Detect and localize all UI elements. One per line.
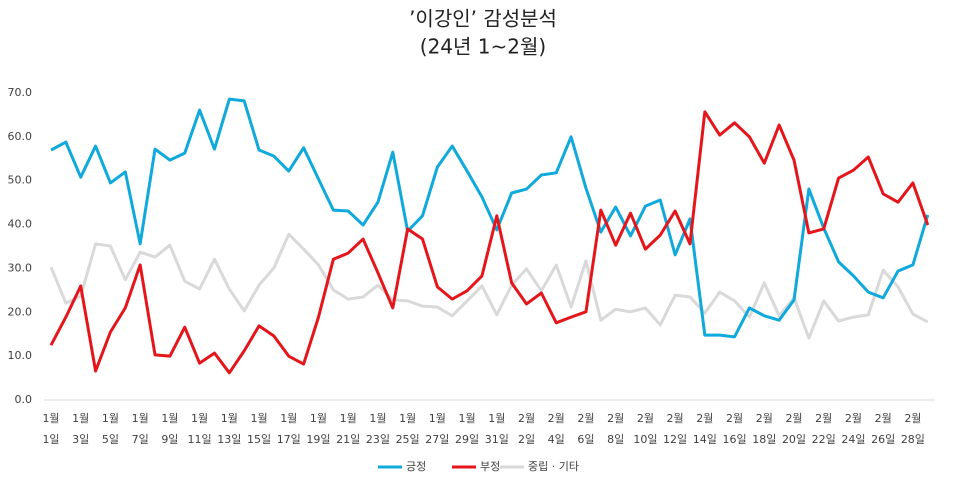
x-tick-label: 1월 21일 bbox=[336, 412, 361, 446]
x-tick-label: 1월 23일 bbox=[365, 412, 390, 446]
x-tick-label: 1월 5일 bbox=[101, 412, 119, 446]
x-tick-label: 2월 28일 bbox=[900, 412, 925, 446]
y-tick-label: 60.0 bbox=[8, 130, 33, 143]
x-tick-label: 1월 3일 bbox=[72, 412, 90, 446]
legend-label: 긍정 bbox=[406, 460, 426, 473]
x-tick-label: 1월 19일 bbox=[306, 412, 331, 446]
x-tick-label: 2월 22일 bbox=[811, 412, 836, 446]
x-tick-label: 1월 25일 bbox=[395, 412, 420, 446]
y-tick-label: 50.0 bbox=[8, 174, 33, 187]
x-tick-label: 2월 14일 bbox=[692, 412, 717, 446]
chart-title: ’이강인’ 감성분석 bbox=[409, 7, 557, 31]
series-line bbox=[50, 97, 930, 339]
x-tick-label: 2월 26일 bbox=[871, 412, 896, 446]
x-tick-label: 2월 6일 bbox=[577, 412, 595, 446]
x-tick-label: 2월 24일 bbox=[841, 412, 866, 446]
x-tick-label: 1월 15일 bbox=[246, 412, 272, 446]
x-tick-label: 1월 31일 bbox=[484, 412, 509, 446]
legend-label: 부정 bbox=[480, 460, 500, 473]
y-tick-label: 10.0 bbox=[8, 349, 33, 362]
x-tick-label: 1월 29일 bbox=[455, 412, 480, 446]
x-tick-label: 1월 7일 bbox=[131, 412, 149, 446]
x-tick-label: 2월 10일 bbox=[633, 412, 658, 446]
series-line bbox=[49, 110, 930, 375]
x-tick-label: 1월 9일 bbox=[161, 412, 179, 446]
x-tick-label: 1월 11일 bbox=[187, 412, 212, 446]
x-tick-label: 1월 13일 bbox=[217, 412, 242, 446]
series-line bbox=[49, 232, 929, 340]
y-tick-label: 30.0 bbox=[8, 261, 33, 274]
x-tick-label: 1월 27일 bbox=[425, 412, 450, 446]
x-tick-label: 2월 4일 bbox=[547, 412, 565, 446]
x-tick-label: 1월 17일 bbox=[276, 412, 301, 446]
x-tick-label: 2월 12일 bbox=[663, 412, 688, 446]
x-tick-label: 2월 18일 bbox=[752, 412, 777, 446]
y-tick-label: 40.0 bbox=[8, 218, 33, 231]
y-tick-label: 70.0 bbox=[8, 86, 33, 99]
legend-label: 중립 · 기타 bbox=[528, 460, 579, 473]
x-tick-label: 2월 8일 bbox=[607, 412, 625, 446]
x-tick-label: 1월 1일 bbox=[42, 412, 60, 446]
chart-subtitle: (24년 1~2월) bbox=[420, 35, 546, 59]
x-tick-label: 2월 2일 bbox=[517, 412, 536, 446]
x-tick-label: 2월 20일 bbox=[781, 412, 807, 446]
y-tick-label: 20.0 bbox=[8, 305, 33, 318]
y-tick-label: 0.0 bbox=[15, 393, 33, 406]
x-tick-label: 2월 16일 bbox=[722, 412, 747, 446]
